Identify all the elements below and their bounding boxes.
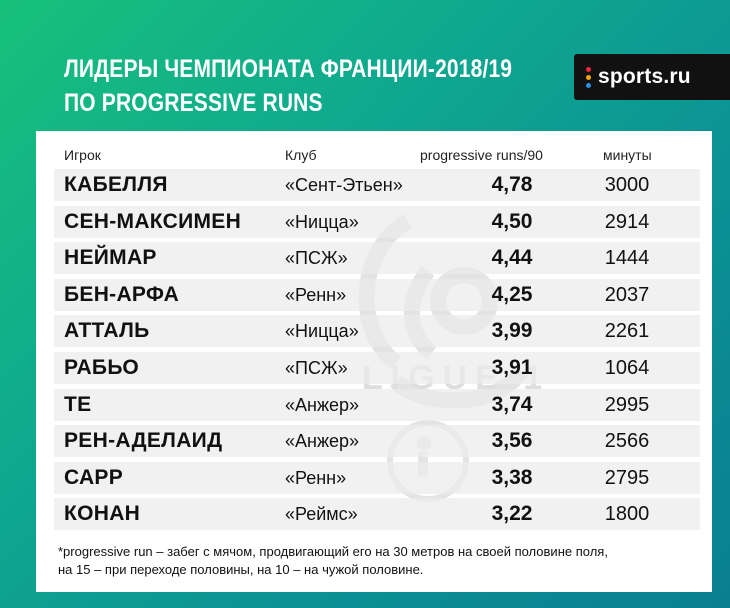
player-name: СЕН-МАКСИМЕН [64,209,242,233]
club-name: «Ницца» [285,211,359,232]
minutes-value: 2995 [604,393,650,416]
player-name: САРР [64,465,124,489]
progressive-runs-value: 3,56 [491,429,533,453]
table-row: ТЕ «Анжер» 3,74 2995 [54,388,700,421]
table-row: КОНАН «Реймс» 3,22 1800 [54,498,700,531]
footnote: *progressive run – забег с мячом, продви… [58,543,698,579]
table-row: БЕН-АРФА «Ренн» 4,25 2037 [54,278,700,311]
progressive-runs-value: 3,22 [491,502,533,526]
table-card: LIGUE 1 Игрок Клуб progressive runs/90 м… [36,131,712,592]
player-name: АТТАЛЬ [64,319,150,343]
header-player: Игрок [64,147,101,163]
table-row: РЕН-АДЕЛАИД «Анжер» 3,56 2566 [54,425,700,458]
logo-dot-yellow [586,74,591,80]
table-row: НЕЙМАР «ПСЖ» 4,44 1444 [54,242,700,275]
sports-ru-logo: sports.ru [574,54,730,100]
player-name: РЕН-АДЕЛАИД [64,429,223,453]
table-row: РАБЬО «ПСЖ» 3,91 1064 [54,351,700,384]
logo-dot-red [586,66,591,72]
club-name: «Анжер» [285,394,360,415]
minutes-value: 2795 [604,466,650,489]
table-row: СЕН-МАКСИМЕН «Ницца» 4,50 2914 [54,205,700,238]
header-progressive-runs: progressive runs/90 [420,147,543,163]
minutes-value: 1800 [604,503,650,526]
player-name: ТЕ [64,392,92,416]
chart-title-line-2: ПО PROGRESSIVE RUNS [64,89,323,117]
logo-text: sports.ru [598,65,691,88]
logo-dots-icon [586,66,591,88]
minutes-value: 2261 [604,320,650,343]
progressive-runs-value: 4,44 [491,246,533,270]
progressive-runs-value: 4,25 [491,282,533,306]
table-row: АТТАЛЬ «Ницца» 3,99 2261 [54,315,700,348]
logo-dot-blue [586,82,591,88]
player-name: НЕЙМАР [64,246,157,270]
minutes-value: 1444 [604,247,650,270]
club-name: «Ренн» [285,284,347,305]
progressive-runs-value: 3,74 [491,392,533,416]
player-name: КОНАН [64,502,141,526]
progressive-runs-value: 3,38 [491,465,533,489]
club-name: «Ренн» [285,467,347,488]
player-name: КАБЕЛЛЯ [64,173,168,196]
player-name: БЕН-АРФА [64,282,180,306]
table-body: КАБЕЛЛЯ «Сент-Этьен» 4,78 3000 СЕН-МАКСИ… [54,169,700,535]
header-minutes: минуты [603,147,652,163]
club-name: «ПСЖ» [285,357,348,378]
header-club: Клуб [285,147,317,163]
progressive-runs-value: 3,99 [491,319,533,343]
table-row: КАБЕЛЛЯ «Сент-Этьен» 4,78 3000 [54,169,700,201]
footnote-line-2: на 15 – при переходе половины, на 10 – н… [58,562,424,577]
club-name: «ПСЖ» [285,248,348,269]
minutes-value: 2037 [604,283,650,306]
club-name: «Ницца» [285,321,359,342]
club-name: «Сент-Этьен» [285,175,403,195]
minutes-value: 3000 [604,174,650,196]
progressive-runs-value: 4,50 [491,209,533,233]
chart-title-line-1: ЛИДЕРЫ ЧЕМПИОНАТА ФРАНЦИИ-2018/19 [64,55,513,83]
minutes-value: 1064 [604,356,650,379]
minutes-value: 2914 [604,210,650,233]
table-row: САРР «Ренн» 3,38 2795 [54,461,700,494]
club-name: «Анжер» [285,431,360,452]
footnote-line-1: *progressive run – забег с мячом, продви… [58,544,608,559]
chart-title: ЛИДЕРЫ ЧЕМПИОНАТА ФРАНЦИИ-2018/19 ПО PRO… [64,52,512,120]
minutes-value: 2566 [604,430,650,453]
progressive-runs-value: 3,91 [491,355,533,379]
club-name: «Реймс» [285,504,358,525]
player-name: РАБЬО [64,355,140,379]
progressive-runs-value: 4,78 [491,173,533,196]
